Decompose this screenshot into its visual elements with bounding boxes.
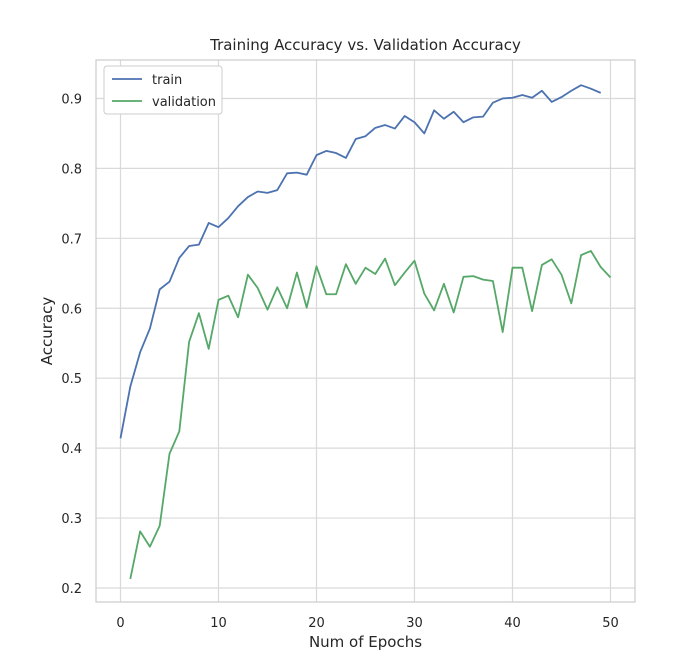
series-line-train	[119, 84, 602, 439]
y-tick-label: 0.8	[61, 162, 82, 177]
x-tick-label: 30	[406, 616, 423, 631]
x-tick-label: 10	[210, 616, 227, 631]
legend-box	[103, 65, 223, 115]
legend-label-validation: validation	[152, 95, 216, 110]
x-tick-label: 0	[116, 616, 124, 631]
x-axis-ticks: 0 10 20 30 40 50	[116, 616, 618, 631]
y-tick-label: 0.3	[61, 512, 82, 527]
y-tick-label: 0.6	[61, 302, 82, 317]
legend-label-train: train	[152, 73, 182, 88]
x-tick-label: 40	[504, 616, 521, 631]
grid-lines	[96, 60, 635, 602]
x-tick-label: 50	[602, 616, 619, 631]
legend: train validation	[103, 65, 223, 115]
series-lines	[119, 84, 612, 580]
y-tick-label: 0.4	[61, 442, 82, 457]
y-tick-label: 0.2	[61, 582, 82, 597]
series-line-validation	[129, 250, 612, 580]
x-tick-label: 20	[308, 616, 325, 631]
y-tick-label: 0.7	[61, 232, 82, 247]
y-axis-title: Accuracy	[38, 297, 56, 366]
x-axis-title: Num of Epochs	[309, 633, 422, 650]
plot-frame	[95, 59, 636, 603]
chart-title: Training Accuracy vs. Validation Accurac…	[209, 36, 521, 54]
y-tick-label: 0.9	[61, 92, 82, 107]
y-tick-label: 0.5	[61, 372, 82, 387]
y-axis-ticks: 0.2 0.3 0.4 0.5 0.6 0.7 0.8 0.9	[61, 92, 82, 597]
